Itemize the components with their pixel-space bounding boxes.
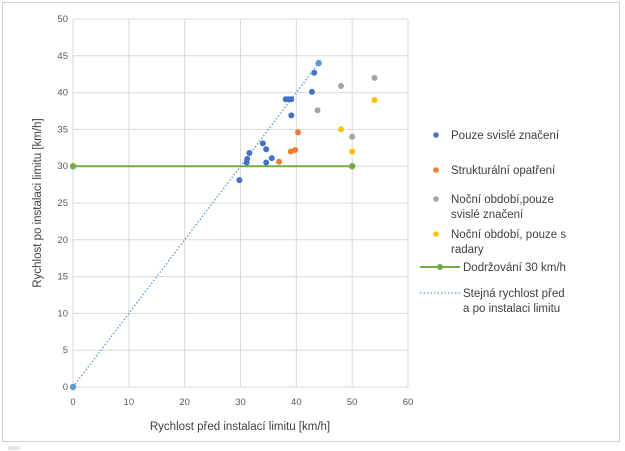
legend-label: Noční období,pouze svislé značení: [451, 194, 557, 221]
legend-label-line: Noční období,pouze: [451, 194, 557, 206]
y-tick-label: 5: [63, 345, 68, 356]
legend-label: Pouze svislé značení: [451, 130, 560, 142]
legend-entry-1: Strukturální opatření: [433, 165, 556, 177]
series-5-line: [72, 62, 320, 388]
legend-entry-5: Stejná rychlost před a po instalaci limi…: [420, 288, 568, 315]
y-tick-label: 50: [57, 14, 68, 25]
legend-entry-2: Noční období,pouze svislé značení: [433, 194, 557, 221]
x-axis-title: Rychlost před instalací limitu [km/h]: [150, 421, 330, 433]
legend-entry-0: Pouze svislé značení: [433, 130, 560, 142]
legend: Pouze svislé značení Strukturální opatřen…: [420, 130, 569, 315]
series-1-point: [292, 147, 299, 154]
series-2-point: [371, 74, 378, 81]
chart-frame: [2, 2, 620, 442]
series-lines: [72, 62, 353, 388]
series-2-point: [314, 107, 321, 114]
series-0-point: [288, 96, 295, 103]
series-2-point: [349, 133, 356, 140]
x-tick-labels: 0 10 20 30 40 50 60: [70, 397, 413, 408]
grid-lines: [72, 18, 409, 388]
legend-marker: [437, 264, 443, 270]
legend-entry-3: Noční období, pouze s radary: [433, 229, 569, 256]
legend-label: Dodržování 30 km/h: [463, 262, 566, 274]
y-tick-label: 35: [57, 124, 68, 135]
y-tick-label: 45: [57, 51, 68, 62]
y-tick-label: 10: [57, 308, 68, 319]
series-0-point: [288, 112, 295, 119]
series-5-endpoint: [69, 383, 77, 391]
series-0-point: [244, 155, 251, 162]
legend-label-line: Noční období, pouze s: [451, 229, 569, 241]
series-4-marker: [348, 163, 356, 170]
legend-label-line: radary: [451, 244, 484, 256]
x-tick-label: 40: [291, 397, 302, 408]
series-0-point: [263, 159, 270, 166]
series-0-point: [246, 149, 253, 156]
x-tick-label: 20: [179, 397, 190, 408]
legend-marker: [433, 132, 439, 138]
y-tick-label: 15: [57, 272, 68, 283]
y-tick-label: 40: [57, 88, 68, 99]
legend-marker: [433, 196, 439, 202]
series-2-point: [338, 82, 344, 89]
y-tick-label: 20: [57, 235, 68, 246]
series-points: [69, 59, 378, 391]
legend-marker: [433, 167, 439, 173]
legend-label: Strukturální opatření: [451, 165, 556, 177]
x-tick-label: 50: [347, 397, 358, 408]
y-tick-label: 0: [63, 382, 68, 393]
series-4-marker: [69, 163, 77, 170]
series-1-point: [276, 158, 283, 165]
legend-label: Noční období, pouze s radary: [451, 229, 569, 256]
legend-label-line: a po instalaci limitu: [463, 303, 560, 315]
series-3-point: [371, 96, 378, 103]
y-tick-labels: 0 5 10 15 20 25 30 35 40 45 50: [57, 14, 68, 393]
series-0-point: [236, 177, 243, 184]
series-0-point: [259, 140, 266, 147]
series-0-point: [268, 155, 275, 162]
x-tick-label: 60: [403, 397, 414, 408]
y-tick-label: 25: [57, 198, 68, 209]
footer-mark: [8, 446, 20, 450]
legend-label-line: svislé značení: [451, 209, 524, 221]
y-tick-label: 30: [57, 161, 68, 172]
legend-marker: [433, 231, 439, 237]
legend-label-line: Stejná rychlost před: [463, 288, 568, 300]
x-tick-label: 10: [124, 397, 135, 408]
x-tick-label: 30: [235, 397, 246, 408]
y-axis-title: Rychlost po instalaci limitu [km/h]: [32, 118, 44, 287]
series-0-point: [263, 146, 270, 153]
series-0-point: [308, 88, 315, 95]
series-3-point: [349, 148, 356, 155]
series-1-point: [295, 129, 302, 136]
series-5-endpoint: [315, 59, 322, 67]
legend-label: Stejná rychlost před a po instalaci limi…: [463, 288, 568, 315]
series-3-point: [338, 126, 344, 133]
x-tick-label: 0: [70, 397, 75, 408]
legend-entry-4: Dodržování 30 km/h: [420, 262, 566, 274]
series-0-point: [311, 69, 318, 76]
